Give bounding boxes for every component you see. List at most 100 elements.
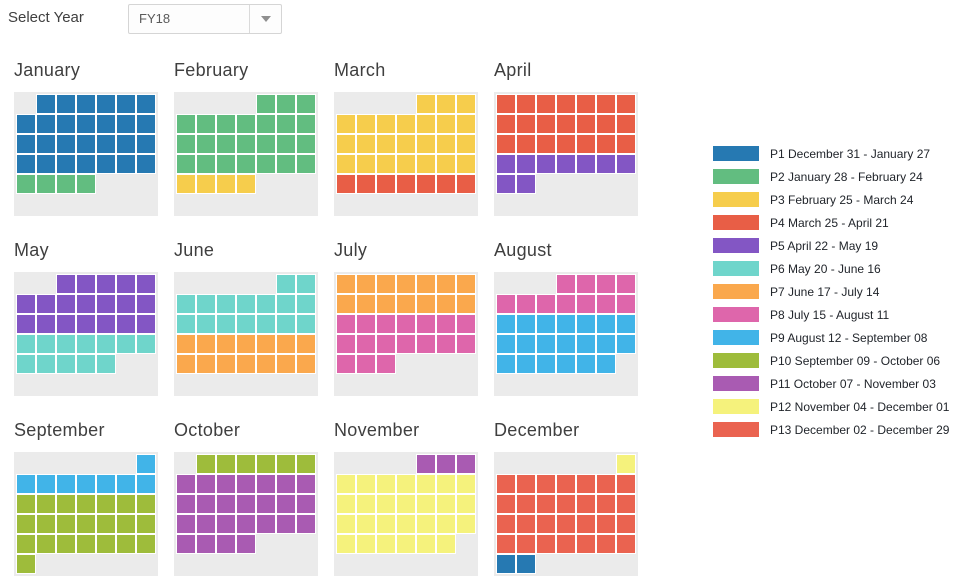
day-cell-p6 [96,334,116,354]
year-dropdown-button[interactable] [249,5,281,33]
month-april: April [494,60,638,216]
day-cell-p10 [16,534,36,554]
day-cell-p8 [436,334,456,354]
day-cell-p10 [16,554,36,574]
day-cell-p5 [76,294,96,314]
day-cell-p7 [236,334,256,354]
day-cell-p11 [256,474,276,494]
day-cell-p13 [616,534,636,554]
legend-swatch-p6 [713,261,759,276]
day-cell-p9 [536,354,556,374]
day-cell-empty [576,174,596,194]
day-cell-empty [436,194,456,214]
day-cell-empty [196,554,216,574]
day-cell-p3 [336,134,356,154]
day-cell-empty [16,274,36,294]
day-cell-p2 [16,174,36,194]
day-cell-empty [116,554,136,574]
day-cell-p13 [536,514,556,534]
day-cell-p9 [596,354,616,374]
day-cell-p10 [256,454,276,474]
day-cell-p1 [136,94,156,114]
day-cell-p4 [556,94,576,114]
day-cell-empty [336,194,356,214]
legend-item-p9: P9 August 12 - September 08 [713,330,949,345]
day-cell-p2 [276,94,296,114]
day-cell-p3 [176,174,196,194]
day-cell-p12 [336,534,356,554]
day-cell-p12 [396,514,416,534]
day-cell-p3 [336,114,356,134]
month-title: November [334,420,420,440]
day-cell-p10 [136,514,156,534]
day-cell-p8 [556,274,576,294]
day-cell-p1 [56,134,76,154]
day-cell-p2 [56,174,76,194]
year-dropdown[interactable]: FY18 [128,4,282,34]
day-cell-p8 [396,334,416,354]
day-cell-p13 [556,534,576,554]
day-cell-p13 [516,494,536,514]
day-cell-p5 [56,274,76,294]
day-cell-empty [256,534,276,554]
day-cell-empty [36,554,56,574]
day-cell-p4 [556,134,576,154]
day-cell-p12 [416,474,436,494]
day-cell-p3 [436,154,456,174]
day-cell-p6 [76,334,96,354]
day-cell-empty [576,554,596,574]
fiscal-calendar: January February March April May June July Augu… [14,60,638,576]
day-cell-empty [576,454,596,474]
day-cell-empty [496,374,516,394]
month-grid [14,92,158,216]
day-cell-p5 [616,154,636,174]
day-cell-empty [176,94,196,114]
month-grid [334,452,478,576]
day-cell-p1 [36,114,56,134]
legend-item-p12: P12 November 04 - December 01 [713,399,949,414]
day-cell-p2 [236,134,256,154]
day-cell-empty [556,454,576,474]
legend-item-p8: P8 July 15 - August 11 [713,307,949,322]
day-cell-empty [56,454,76,474]
day-cell-p6 [16,334,36,354]
day-cell-p8 [436,314,456,334]
day-cell-p7 [376,274,396,294]
day-cell-empty [276,534,296,554]
day-cell-p13 [556,514,576,534]
day-cell-empty [556,374,576,394]
day-cell-p6 [276,294,296,314]
day-cell-p1 [76,154,96,174]
legend-label: P3 February 25 - March 24 [770,192,914,207]
day-cell-empty [216,554,236,574]
day-cell-p8 [456,334,476,354]
day-cell-empty [376,374,396,394]
day-cell-p4 [336,174,356,194]
day-cell-p12 [436,494,456,514]
period-legend: P1 December 31 - January 27 P2 January 28… [713,146,949,437]
day-cell-empty [496,274,516,294]
day-cell-p4 [496,114,516,134]
day-cell-p9 [596,334,616,354]
day-cell-empty [616,174,636,194]
day-cell-p3 [456,134,476,154]
day-cell-empty [396,194,416,214]
month-title: May [14,240,49,260]
day-cell-p5 [16,294,36,314]
day-cell-empty [276,374,296,394]
month-grid [14,272,158,396]
legend-swatch-p12 [713,399,759,414]
day-cell-p11 [276,514,296,534]
day-cell-p7 [216,354,236,374]
day-cell-p4 [516,134,536,154]
day-cell-p5 [536,154,556,174]
day-cell-empty [256,554,276,574]
day-cell-p3 [456,154,476,174]
day-cell-empty [136,374,156,394]
day-cell-p2 [296,114,316,134]
day-cell-empty [356,374,376,394]
day-cell-empty [296,174,316,194]
day-cell-p8 [496,294,516,314]
day-cell-p12 [416,494,436,514]
day-cell-empty [36,194,56,214]
